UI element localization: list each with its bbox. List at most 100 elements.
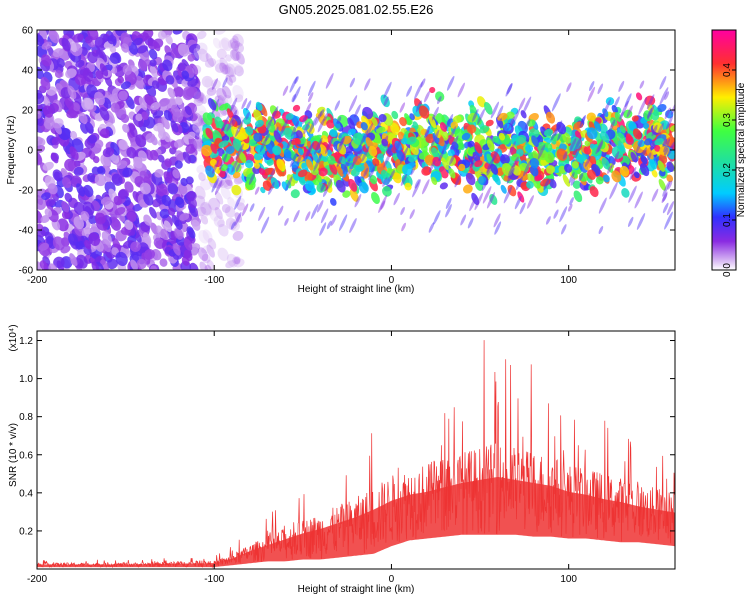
spectrogram-cell [359, 129, 369, 147]
spectrogram-cell [120, 113, 130, 123]
spectrogram-cell [498, 132, 506, 141]
spectrogram-cell [545, 216, 551, 225]
spectrogram-cell [221, 204, 231, 213]
spectrogram-cell [505, 111, 515, 121]
spectrogram-cell [566, 82, 572, 93]
spectrogram-cell [642, 122, 650, 129]
spectrogram-cell [167, 183, 179, 195]
spectrogram-cell [208, 197, 221, 211]
spectrogram-cell [91, 261, 100, 270]
spectrogram-cell [666, 174, 674, 183]
spectrogram-cell [598, 225, 604, 235]
spectrogram-cell [312, 178, 320, 186]
spectrogram-cell [219, 179, 231, 188]
spectrogram-cell [662, 180, 671, 197]
spectrogram-cell [627, 216, 634, 228]
spectrogram-cell [512, 165, 521, 176]
spectrogram-cell [120, 32, 132, 47]
spectrogram-cell [175, 96, 183, 106]
spectrogram-cell [573, 190, 583, 203]
spectrogram-cell [138, 97, 148, 111]
spectrogram-cell [511, 153, 520, 162]
spectrogram-cell [124, 219, 134, 230]
spectrogram-cell [205, 127, 214, 139]
spectrogram-cell [88, 232, 101, 246]
spectrogram-cell [336, 155, 343, 167]
top-x-tick-label: -100 [204, 275, 224, 286]
spectrogram-cell [339, 137, 344, 147]
spectrogram-cell [268, 167, 276, 176]
spectrogram-cell [664, 211, 673, 230]
spectrogram-cell [557, 124, 566, 141]
top-x-tick-label: 0 [389, 275, 395, 286]
spectrogram-cell [65, 68, 77, 79]
spectrogram-cell [234, 212, 242, 226]
spectrogram-cell [474, 192, 484, 211]
spectrogram-cell [589, 186, 599, 198]
spectrogram-cell [632, 128, 642, 140]
spectrogram-cell [162, 59, 173, 72]
bottom-x-tick-label: -100 [204, 574, 224, 585]
spectrogram-cell [296, 154, 302, 164]
bottom-y-axis-label: SNR (10 * v/v) [8, 423, 19, 487]
spectrogram-cell [435, 91, 445, 102]
spectrogram-cell [368, 163, 377, 181]
spectrogram-cell [177, 43, 190, 57]
spectrogram-cell [99, 106, 110, 121]
spectrogram-cell [577, 154, 587, 163]
spectrogram-cell [165, 75, 175, 85]
bottom-x-tick-label: 0 [389, 574, 395, 585]
spectrogram-cell [404, 182, 412, 191]
spectrogram-cell [248, 139, 257, 147]
spectrogram-cell [501, 162, 513, 177]
spectrogram-cell [198, 172, 206, 182]
spectrogram-cell [47, 183, 58, 195]
spectrogram-cell [619, 165, 630, 177]
spectrogram-cell [617, 132, 626, 144]
bottom-y-tick-label: 1.2 [19, 336, 33, 347]
spectrogram-cell [376, 126, 386, 134]
spectrogram-cell [194, 135, 204, 148]
spectrogram-cell [337, 140, 344, 153]
spectrogram-cell [646, 94, 655, 110]
spectrogram-cell [445, 113, 454, 130]
spectrogram-cell [431, 106, 439, 121]
spectrogram-cell [311, 140, 321, 151]
spectrogram-cell [72, 33, 84, 43]
spectrogram-cell [323, 112, 329, 122]
spectrogram-cell [382, 177, 388, 187]
spectrogram-cell [281, 181, 289, 191]
spectrogram-cell [222, 85, 232, 99]
spectrogram-cell [305, 180, 315, 192]
spectrogram-cell [230, 49, 240, 62]
spectrogram-cell [519, 202, 526, 215]
spectrogram-cell [196, 30, 207, 40]
spectrogram-cell [206, 259, 215, 270]
top-x-tick-label: -200 [27, 275, 47, 286]
spectrogram-cell [562, 174, 571, 187]
spectrogram-cell [255, 101, 263, 111]
spectrogram-cell [67, 233, 79, 246]
spectrogram-cell [651, 188, 659, 202]
spectrogram-cell [436, 96, 442, 105]
spectrogram-cell [352, 156, 362, 165]
spectrogram-cell [178, 183, 188, 195]
spectrogram-cell [234, 195, 242, 210]
spectrogram-cell [202, 112, 213, 126]
spectrogram-cell [467, 217, 474, 229]
spectrogram-cell [638, 97, 648, 115]
spectrogram-cell [85, 121, 94, 134]
spectrogram-cell [429, 159, 436, 173]
spectrogram-cell [572, 136, 582, 155]
spectrogram-cell [445, 198, 452, 209]
spectrogram-cell [500, 184, 507, 194]
spectrogram-cell [666, 201, 675, 216]
spectrogram-cell [390, 122, 400, 136]
spectrogram-cell [469, 159, 475, 169]
spectrogram-cell [234, 42, 245, 53]
spectrogram-cell [80, 210, 90, 222]
spectrogram-cell [241, 203, 249, 217]
spectrogram-cell [320, 135, 329, 144]
spectrogram-cell [276, 158, 286, 172]
spectrogram-cell [410, 164, 417, 176]
